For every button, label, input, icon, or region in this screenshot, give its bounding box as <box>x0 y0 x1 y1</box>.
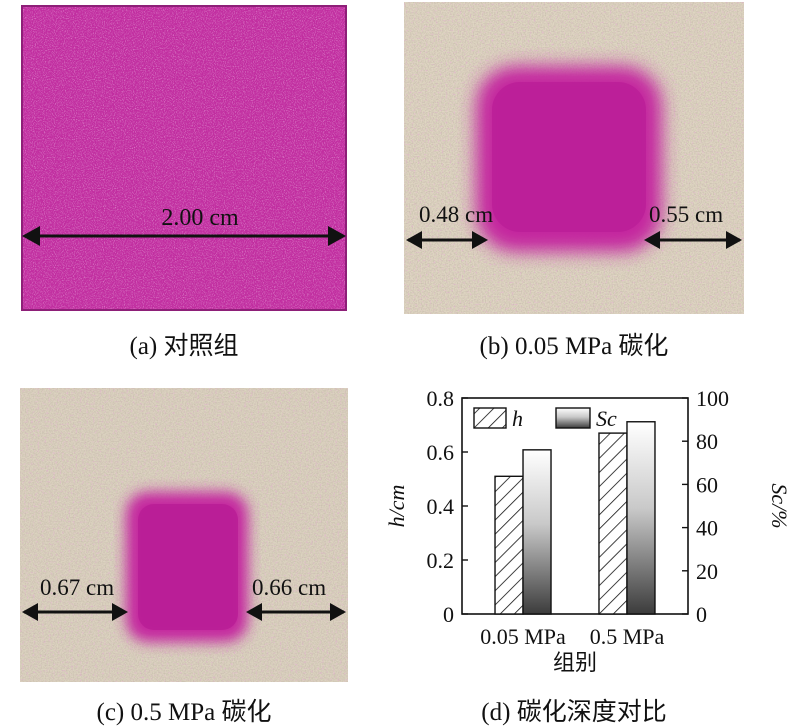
measure-arrow <box>22 226 346 246</box>
left-measure-arrow <box>406 231 488 249</box>
panel-a-photo: 2.00 cm <box>20 4 348 314</box>
caption-c: (c) 0.5 MPa 碳化 <box>96 699 272 726</box>
x-tick-label: 0.5 MPa <box>590 624 665 649</box>
bar-h <box>494 475 524 615</box>
caption-d: (d) 碳化深度对比 <box>481 699 667 726</box>
left-tick-label: 0 <box>443 602 454 627</box>
right-tick-label: 40 <box>696 516 718 541</box>
caption-a: (a) 对照组 <box>129 333 239 360</box>
right-tick-label: 0 <box>696 602 707 627</box>
x-tick-label: 0.05 MPa <box>480 624 566 649</box>
left-tick-label: 0.6 <box>427 440 455 465</box>
right-measure-arrow <box>644 231 742 249</box>
bar-h <box>598 432 628 615</box>
left-axis-label: h/cm <box>384 485 409 528</box>
legend-swatch-sc <box>555 407 591 429</box>
bar-sc <box>522 449 552 615</box>
left-tick-label: 0.4 <box>427 494 455 519</box>
right-measure-label: 0.55 cm <box>649 202 723 227</box>
left-tick-label: 0.8 <box>427 386 455 411</box>
right-axis-label: Sc/% <box>767 483 790 528</box>
right-measure-arrow <box>246 603 346 621</box>
left-measure-label: 0.48 cm <box>419 202 493 227</box>
right-measure-label: 0.66 cm <box>252 575 326 600</box>
left-measure-arrow <box>22 603 128 621</box>
right-tick-label: 20 <box>696 559 718 584</box>
carbonation-depth-chart: 0 0.2 0.4 0.6 0.8 0 20 40 60 80 100 0.05 MPa 0.5 MPa… <box>384 386 792 675</box>
legend-label-h: h <box>512 406 523 431</box>
panel-b-photo: 0.48 cm 0.55 cm <box>404 2 744 314</box>
panel-c-photo: 0.67 cm 0.66 cm <box>20 388 348 682</box>
left-tick-label: 0.2 <box>427 548 455 573</box>
measure-label: 2.00 cm <box>161 205 239 231</box>
bar-sc <box>626 421 656 615</box>
right-tick-label: 80 <box>696 429 718 454</box>
left-measure-label: 0.67 cm <box>40 575 114 600</box>
caption-b: (b) 0.05 MPa 碳化 <box>479 333 669 360</box>
right-tick-label: 60 <box>696 472 718 497</box>
x-axis-label: 组别 <box>553 650 597 675</box>
legend-label-sc: Sc <box>596 406 617 431</box>
legend-swatch-h <box>473 407 507 429</box>
panel-d-chart: 0 0.2 0.4 0.6 0.8 0 20 40 60 80 100 0.05 MPa 0.5 MPa… <box>380 380 792 685</box>
right-tick-label: 100 <box>696 386 729 411</box>
